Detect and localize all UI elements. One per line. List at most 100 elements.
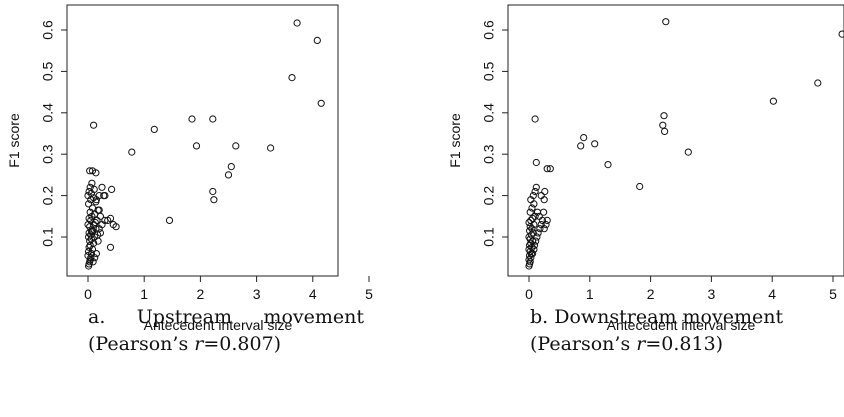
y-tick-label-b-0: 0.1 [481,227,497,247]
caption-b-word1: Downstream [554,306,677,328]
caption-a-word2: movement [263,306,364,328]
point-b-29 [529,192,537,200]
point-b-41 [543,216,551,224]
point-b-50 [546,165,554,173]
x-tick-label-b-4: 4 [768,286,776,302]
point-a-69 [128,148,136,156]
point-a-78 [227,163,235,171]
points-a [84,19,379,270]
point-a-63 [91,254,99,262]
point-a-83 [313,36,321,45]
caption-b-letter: b. [530,306,549,328]
x-tick-label-b-3: 3 [708,286,716,302]
point-b-48 [541,187,549,196]
caption-a-word1: Upstream [136,306,233,328]
point-a-76 [210,196,218,204]
point-a-58 [108,185,116,193]
point-b-43 [535,212,543,220]
x-tick-label-a-4: 4 [309,286,317,302]
point-a-28 [86,208,94,216]
x-axis-label-b: Antecedent interval size [607,317,756,333]
y-tick-label-a-1: 0.2 [40,186,56,206]
point-a-73 [192,142,201,150]
point-b-47 [540,196,548,204]
y-tick-label-a-2: 0.3 [40,144,56,164]
point-a-79 [232,142,240,150]
point-b-61 [661,127,669,135]
point-a-85 [372,88,378,94]
point-a-41 [86,183,94,191]
x-tick-label-a-2: 2 [197,286,205,302]
point-a-86 [373,87,379,93]
caption-b-prefix: (Pearson’s [530,333,637,355]
point-b-52 [529,250,537,258]
point-b-51 [531,115,539,123]
x-tick-label-a-5: 5 [365,286,373,302]
point-b-26 [528,204,536,212]
caption-b: b. Downstream movement (Pearson’s r=0.81… [530,304,830,358]
point-b-60 [660,112,668,120]
point-b-31 [532,183,540,191]
x-tick-label-b-5: 5 [829,286,837,302]
point-a-66 [94,231,102,239]
point-a-77 [224,171,233,179]
x-axis-label-a: Antecedent interval size [144,317,293,333]
point-b-33 [532,237,540,245]
point-b-62 [662,18,670,26]
point-a-65 [95,206,103,214]
point-a-53 [101,192,109,200]
x-tick-label-a-0: 0 [84,286,92,302]
point-a-80 [267,144,275,152]
point-b-63 [684,148,692,156]
y-tick-label-b-4: 0.5 [481,61,497,81]
point-b-22 [527,216,535,224]
caption-b-word2: movement [682,306,784,328]
point-a-70 [150,125,158,133]
caption-a-value: =0.807) [203,333,282,355]
point-a-61 [92,250,101,258]
point-a-45 [92,169,100,177]
point-a-38 [92,196,101,204]
point-a-55 [106,214,115,222]
point-a-71 [165,216,174,224]
y-tick-label-b-3: 0.4 [481,103,497,123]
y-tick-label-a-0: 0.1 [40,227,56,247]
point-a-68 [87,227,96,235]
point-b-24 [531,212,539,220]
point-a-31 [85,200,93,208]
caption-a-r: r [194,333,204,355]
point-a-82 [293,19,301,27]
point-b-17 [526,227,534,235]
point-b-34 [533,233,541,241]
point-a-84 [317,99,325,107]
x-tick-label-b-2: 2 [647,286,655,302]
point-a-81 [288,74,296,82]
point-b-65 [814,79,822,87]
x-tick-label-b-1: 1 [586,286,594,302]
panel-b: 0 1 2 3 4 5 0.1 0.2 0.3 0.4 0.5 0.6 Antecedent inter… [447,4,844,333]
point-b-55 [580,134,588,142]
y-tick-label-b-5: 0.6 [481,20,497,40]
point-b-39 [540,225,548,233]
point-b-64 [769,97,778,105]
point-a-43 [86,167,94,175]
point-b-49 [543,165,551,173]
caption-a-prefix: (Pearson’s [88,333,195,355]
point-b-18 [528,225,536,233]
y-axis-label-b: F1 score [447,113,463,168]
point-a-72 [188,115,196,123]
y-tick-label-b-2: 0.3 [481,144,497,164]
point-b-3 [525,256,533,264]
point-b-45 [532,158,540,167]
caption-b-value: =0.813) [645,333,724,355]
point-a-64 [89,258,97,266]
point-b-56 [591,140,599,148]
plot-frame-a [66,4,339,277]
point-a-74 [209,115,217,123]
point-b-44 [540,208,548,216]
point-a-67 [91,218,99,227]
point-b-57 [604,161,612,169]
point-a-16 [87,231,95,239]
y-axis-label-a: F1 score [6,113,22,168]
